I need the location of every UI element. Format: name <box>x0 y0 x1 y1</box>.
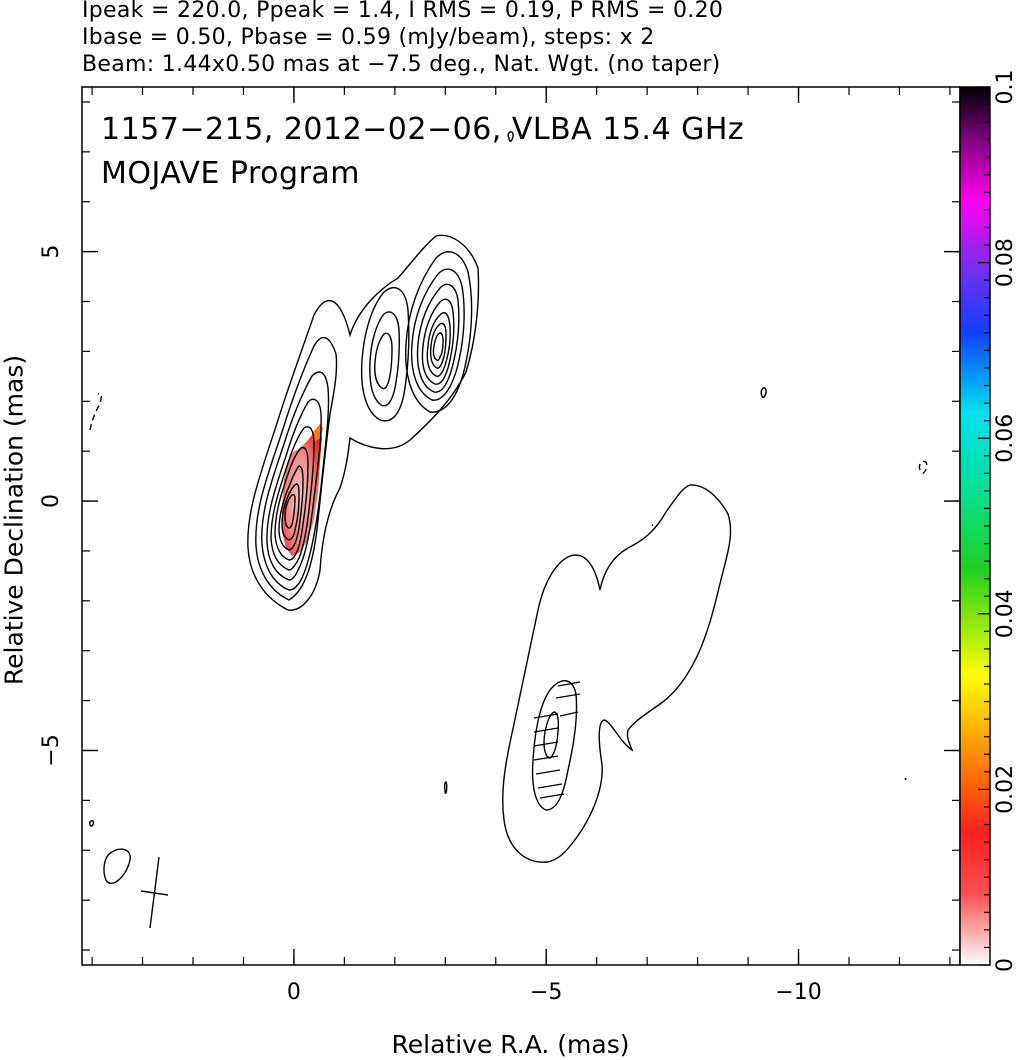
polarization-vectors <box>533 681 581 799</box>
contour-knot-a-1 <box>360 287 410 422</box>
contour-noise-7 <box>904 777 907 781</box>
plot-title-line-2: MOJAVE Program <box>101 156 361 191</box>
contour-knot-a-2 <box>369 311 400 407</box>
contour-noise-1 <box>103 848 131 885</box>
y-tick-label: 0 <box>39 494 64 508</box>
contour-core-3 <box>261 371 330 591</box>
contour-knot-b-4 <box>421 298 455 385</box>
contour-core-4 <box>266 398 322 581</box>
contour-core-7 <box>278 465 304 551</box>
y-minor-ticks <box>82 101 960 951</box>
colorbar-tick-label: 0 <box>993 958 1018 972</box>
contour-noise-2 <box>760 387 767 399</box>
plot-title-line-1: 1157−215, 2012−02−06, VLBA 15.4 GHz <box>101 112 745 147</box>
contour-jet-knot-1 <box>531 680 578 811</box>
contour-noise-3 <box>443 781 448 794</box>
stokes-i-contours <box>89 131 928 885</box>
y-major-ticks <box>82 250 960 752</box>
colorbar-tick-label: 0.08 <box>993 238 1018 287</box>
x-axis-label: Relative R.A. (mas) <box>391 1030 630 1059</box>
contour-core-2 <box>255 336 338 601</box>
y-tick-labels: 5 0 −5 <box>39 245 64 767</box>
contour-negative-1 <box>89 392 103 431</box>
plot-frame <box>81 86 961 966</box>
beam-cross <box>140 856 169 929</box>
contour-jet-extended <box>502 484 732 863</box>
y-tick-label: 5 <box>39 245 64 259</box>
x-tick-label: −5 <box>530 980 562 1005</box>
colorbar-tick-label: 0.04 <box>993 589 1018 638</box>
colorbar-tick-label: 0.1 <box>993 70 1018 105</box>
y-tick-label: −5 <box>39 734 64 766</box>
contour-knot-b-2 <box>410 268 465 401</box>
contour-knot-a-3 <box>374 332 393 390</box>
colorbar <box>959 86 991 966</box>
colorbar-tick-labels: 0 0.02 0.04 0.06 0.08 0.1 <box>993 70 1018 973</box>
x-minor-ticks <box>91 87 951 965</box>
contour-knot-b-6 <box>429 322 447 369</box>
header-line-1: Ipeak = 220.0, Ppeak = 1.4, I RMS = 0.19… <box>82 0 724 23</box>
contour-knot-b-1 <box>405 251 473 413</box>
colorbar-ticks <box>978 86 990 966</box>
contour-knot-b-7 <box>432 332 444 362</box>
contour-jet-knot-2 <box>543 711 560 759</box>
x-tick-label: 0 <box>287 980 301 1005</box>
contour-noise-4 <box>507 131 514 142</box>
contour-noise-5 <box>89 820 95 827</box>
x-tick-label: −10 <box>775 980 821 1005</box>
colorbar-tick-label: 0.02 <box>993 765 1018 814</box>
contour-knot-b-3 <box>416 283 460 393</box>
header-line-2: Ibase = 0.50, Pbase = 0.59 (mJy/beam), s… <box>82 25 655 50</box>
contour-negative-2 <box>918 460 928 475</box>
colorbar-tick-label: 0.06 <box>993 414 1018 463</box>
contour-knot-b-5 <box>426 312 451 377</box>
contour-core-8 <box>281 483 300 541</box>
y-axis-label: Relative Declination (mas) <box>0 354 29 686</box>
x-major-ticks <box>293 87 800 965</box>
contour-outer <box>247 234 480 611</box>
contour-core-6 <box>274 446 309 561</box>
header-line-3: Beam: 1.44x0.50 mas at −7.5 deg., Nat. W… <box>82 52 721 77</box>
contour-core-9 <box>284 494 296 529</box>
contour-core-5 <box>270 426 315 571</box>
x-tick-labels: 0 −5 −10 <box>287 980 822 1005</box>
